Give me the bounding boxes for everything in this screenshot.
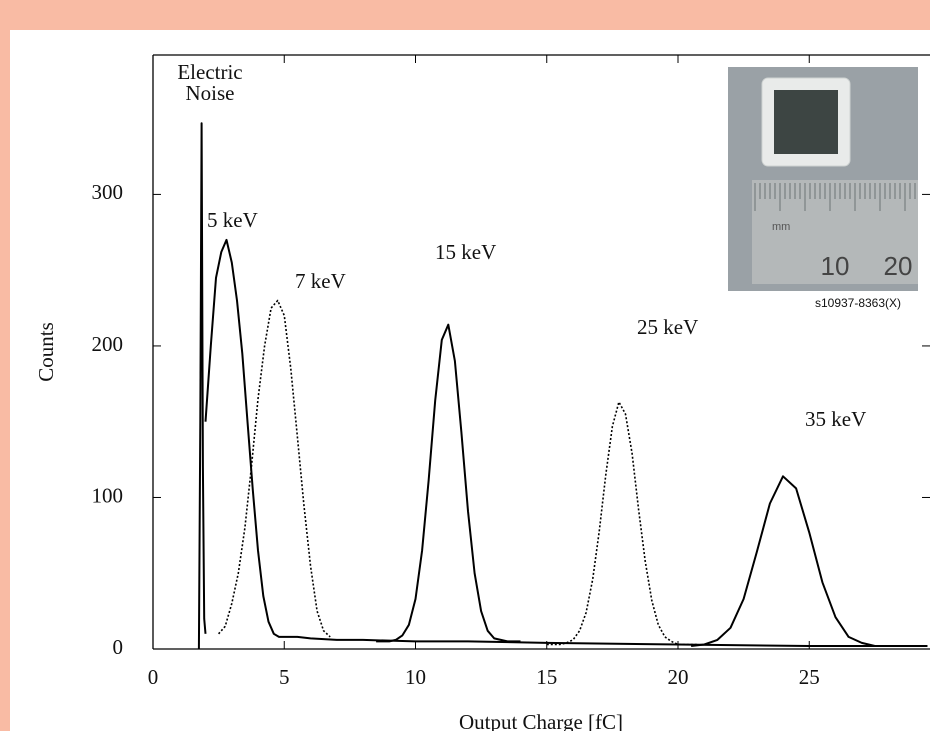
- peak-label: 35 keV: [805, 407, 867, 431]
- ruler-number: 20: [884, 251, 913, 281]
- y-axis-label: Counts: [34, 322, 58, 382]
- ruler-number: 10: [821, 251, 850, 281]
- x-tick-label: 20: [668, 665, 689, 689]
- y-tick-label: 100: [92, 483, 124, 507]
- x-tick-label: 5: [279, 665, 290, 689]
- peak-label: 5 keV: [207, 208, 258, 232]
- spectrum-line: [217, 299, 331, 638]
- ruler-ticks: [754, 183, 916, 211]
- x-tick-label: 15: [536, 665, 557, 689]
- spectrum-line: [546, 401, 698, 646]
- peak-label: Electric Noise: [177, 60, 243, 105]
- chip-sensor: [774, 90, 838, 154]
- spectrum-line: [204, 238, 928, 647]
- peak-label: 15 keV: [435, 240, 497, 264]
- inset-photo: mm 10 20: [728, 67, 918, 291]
- peak-label: 25 keV: [637, 315, 699, 339]
- y-tick-label: 0: [113, 635, 124, 659]
- spectrum-line: [690, 475, 928, 647]
- ruler-unit: mm: [772, 221, 790, 233]
- x-tick-label: 25: [799, 665, 820, 689]
- y-tick-label: 200: [92, 332, 124, 356]
- y-tick-label: 300: [92, 180, 124, 204]
- spectrum-line: [376, 323, 521, 643]
- peak-label: 7 keV: [295, 269, 346, 293]
- inset-caption: s10937-8363(X): [815, 296, 901, 310]
- x-tick-label: 0: [148, 665, 159, 689]
- x-tick-label: 10: [405, 665, 426, 689]
- spectrum-line: [197, 122, 207, 650]
- x-axis-label: Output Charge [fC]: [459, 710, 623, 731]
